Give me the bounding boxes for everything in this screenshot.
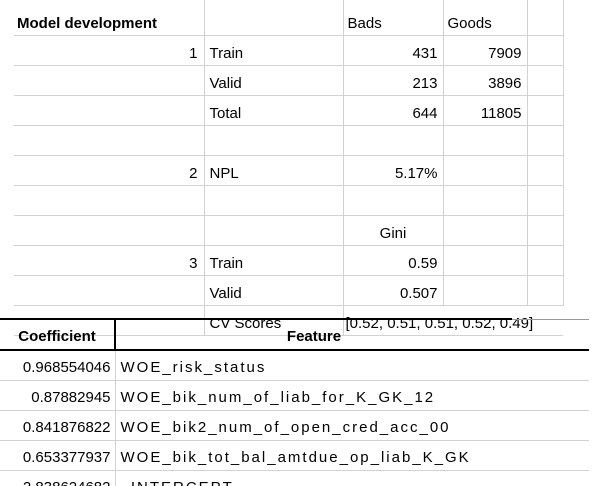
table-row: 0.87882945 WOE_bik_num_of_liab_for_K_GK_…	[0, 380, 589, 411]
empty-cell	[527, 215, 564, 246]
valid-bads-cell: 213	[343, 65, 444, 96]
gini-train-row: 3 Train 0.59	[14, 245, 564, 276]
valid-label-cell: Valid	[204, 65, 344, 96]
feature-cell: WOE_bik_num_of_liab_for_K_GK_12	[115, 380, 589, 411]
gini-valid-row: Valid 0.507	[14, 275, 564, 306]
empty-cell	[443, 125, 528, 156]
row-index-cell: 2	[14, 155, 205, 186]
gini-valid-value-cell: 0.507	[343, 275, 444, 306]
empty-cell	[14, 95, 205, 126]
gini-train-label-cell: Train	[204, 245, 344, 276]
empty-cell	[14, 275, 205, 306]
train-goods-cell: 7909	[443, 35, 528, 66]
empty-cell	[343, 185, 444, 216]
empty-cell	[527, 185, 564, 216]
coefficients-table: Coefficient Feature 0.968554046 WOE_risk…	[0, 318, 589, 486]
row-index-cell: 3	[14, 245, 205, 276]
npl-value-cell: 5.17%	[343, 155, 444, 186]
coefficient-cell: -2.838624682	[0, 470, 116, 486]
empty-cell	[527, 65, 564, 96]
empty-cell	[204, 0, 344, 36]
train-row: 1 Train 431 7909	[14, 35, 564, 66]
table-row: 0.968554046 WOE_risk_status	[0, 350, 589, 381]
gini-header-cell: Gini	[343, 215, 444, 246]
empty-cell	[204, 185, 344, 216]
goods-column-header: Goods	[443, 0, 528, 36]
feature-column-header: Feature	[115, 318, 512, 351]
feature-cell: _INTERCEPT_	[115, 470, 589, 486]
train-bads-cell: 431	[343, 35, 444, 66]
model-development-section: Model development Bads Goods 1 Train 431…	[14, 0, 564, 336]
table-row: -2.838624682 _INTERCEPT_	[0, 470, 589, 486]
train-label-cell: Train	[204, 35, 344, 66]
section-title: Model development	[14, 0, 205, 36]
table-row: 0.653377937 WOE_bik_tot_bal_amtdue_op_li…	[0, 440, 589, 471]
empty-cell	[204, 125, 344, 156]
header-row: Model development Bads Goods	[14, 0, 564, 36]
empty-cell	[443, 155, 528, 186]
gini-header-row: Gini	[14, 215, 564, 246]
coefficients-header-row: Coefficient Feature	[0, 318, 589, 351]
valid-goods-cell: 3896	[443, 65, 528, 96]
feature-cell: WOE_risk_status	[115, 350, 589, 381]
row-index-cell: 1	[14, 35, 205, 66]
total-row: Total 644 11805	[14, 95, 564, 126]
empty-cell	[14, 125, 205, 156]
valid-row: Valid 213 3896	[14, 65, 564, 96]
empty-cell	[443, 215, 528, 246]
empty-cell	[527, 155, 564, 186]
empty-cell	[527, 35, 564, 66]
gini-train-value-cell: 0.59	[343, 245, 444, 276]
total-goods-cell: 11805	[443, 95, 528, 126]
coefficient-column-header: Coefficient	[0, 318, 116, 351]
empty-cell	[204, 215, 344, 246]
gini-valid-label-cell: Valid	[204, 275, 344, 306]
total-label-cell: Total	[204, 95, 344, 126]
coefficient-cell: 0.653377937	[0, 440, 116, 471]
empty-cell	[527, 275, 564, 306]
empty-cell	[527, 125, 564, 156]
empty-cell	[443, 245, 528, 276]
empty-cell	[14, 185, 205, 216]
npl-row: 2 NPL 5.17%	[14, 155, 564, 186]
empty-cell	[443, 275, 528, 306]
table-row: 0.841876822 WOE_bik2_num_of_open_cred_ac…	[0, 410, 589, 441]
empty-cell	[512, 318, 589, 351]
coefficient-cell: 0.87882945	[0, 380, 116, 411]
empty-cell	[527, 245, 564, 276]
feature-cell: WOE_bik2_num_of_open_cred_acc_00	[115, 410, 589, 441]
blank-row	[14, 185, 564, 216]
total-bads-cell: 644	[343, 95, 444, 126]
bads-column-header: Bads	[343, 0, 444, 36]
coefficient-cell: 0.968554046	[0, 350, 116, 381]
feature-cell: WOE_bik_tot_bal_amtdue_op_liab_K_GK	[115, 440, 589, 471]
empty-cell	[527, 0, 564, 36]
empty-cell	[443, 185, 528, 216]
blank-row	[14, 125, 564, 156]
coefficient-cell: 0.841876822	[0, 410, 116, 441]
npl-label-cell: NPL	[204, 155, 344, 186]
empty-cell	[343, 125, 444, 156]
empty-cell	[14, 215, 205, 246]
empty-cell	[527, 95, 564, 126]
empty-cell	[14, 65, 205, 96]
